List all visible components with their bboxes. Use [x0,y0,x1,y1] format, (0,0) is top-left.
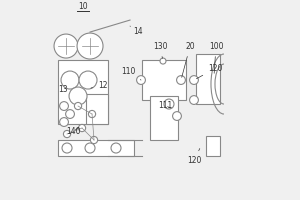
Circle shape [88,110,96,118]
Text: 110: 110 [121,67,141,80]
Circle shape [160,58,166,64]
Circle shape [61,71,79,89]
Text: 10: 10 [78,2,88,11]
Text: 111: 111 [158,101,172,110]
Bar [150,96,178,140]
Circle shape [60,118,68,126]
Circle shape [90,136,98,144]
Text: 20: 20 [182,42,195,77]
Text: 120: 120 [187,149,201,165]
Circle shape [164,99,174,109]
Circle shape [62,143,72,153]
Circle shape [172,112,182,120]
Circle shape [78,124,85,132]
Circle shape [60,102,68,110]
Circle shape [177,76,185,84]
Text: 14: 14 [130,26,143,36]
Text: 100: 100 [209,42,223,73]
Circle shape [79,71,97,89]
Bar [58,140,134,156]
Circle shape [66,110,74,118]
Bar [196,54,220,104]
Text: 120: 120 [196,64,222,79]
Circle shape [69,87,87,105]
Bar [86,94,108,124]
Text: 13: 13 [58,85,68,94]
Bar [142,60,186,100]
Bar [58,60,108,124]
Circle shape [190,76,198,84]
Circle shape [54,34,78,58]
Bar [206,136,220,156]
Circle shape [190,96,198,104]
Circle shape [74,102,82,110]
Circle shape [77,33,103,59]
Text: 140: 140 [66,127,80,136]
Circle shape [111,143,121,153]
Circle shape [136,76,146,84]
Text: 130: 130 [153,42,167,58]
Text: 12: 12 [91,81,107,90]
Circle shape [63,130,70,138]
Circle shape [85,143,95,153]
